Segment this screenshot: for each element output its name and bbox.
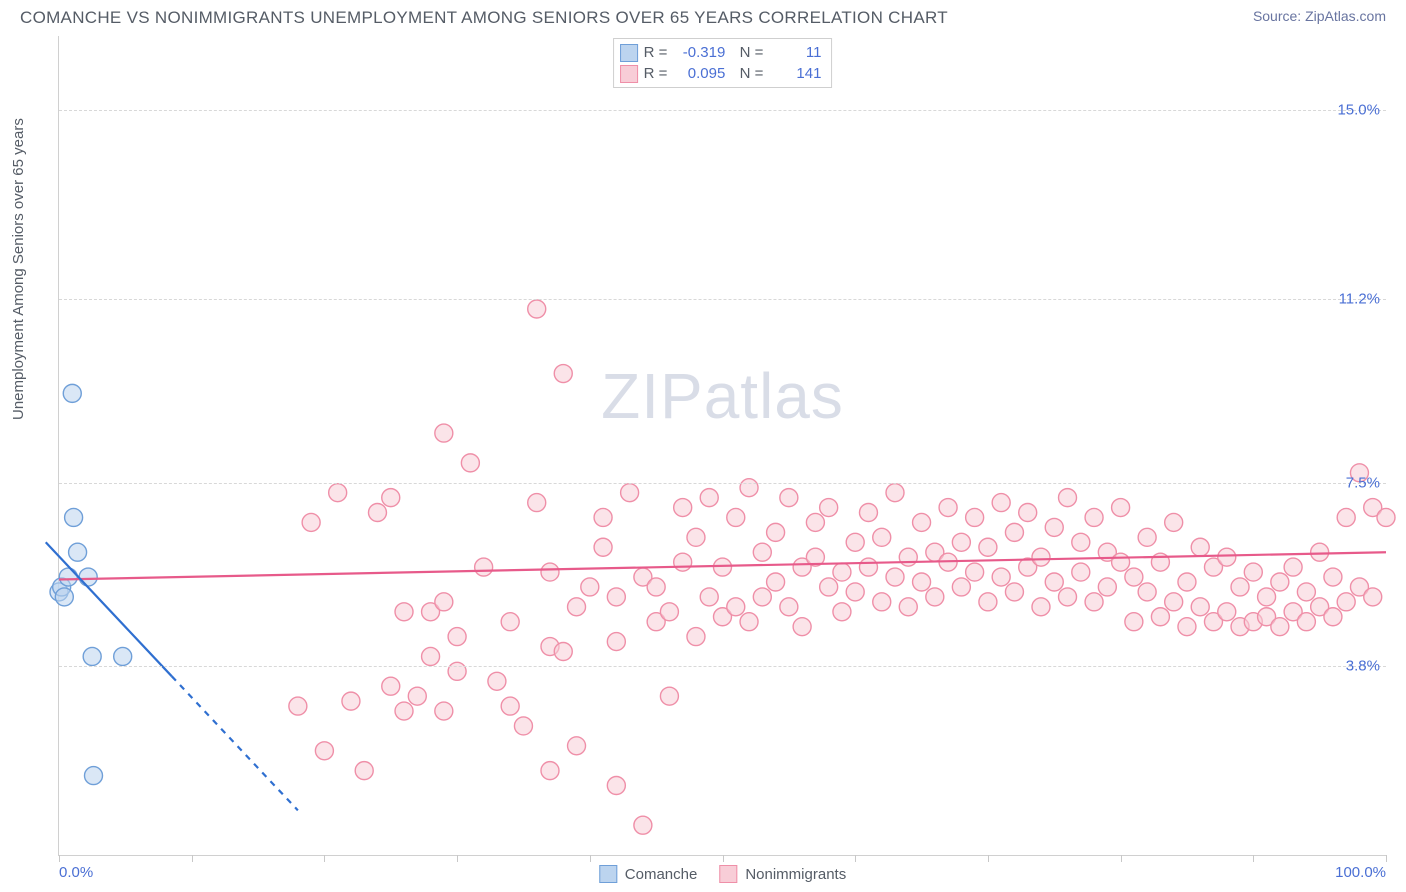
x-tick: [1253, 855, 1254, 862]
x-tick: [192, 855, 193, 862]
legend: Comanche Nonimmigrants: [599, 865, 846, 883]
x-axis-min-label: 0.0%: [59, 864, 93, 881]
x-tick: [1386, 855, 1387, 862]
stats-row-comanche: R = -0.319 N = 11: [620, 42, 822, 63]
y-tick-label: 15.0%: [1337, 102, 1380, 119]
r-label: R =: [644, 42, 668, 63]
y-tick-label: 3.8%: [1346, 658, 1380, 675]
legend-item-nonimmigrants: Nonimmigrants: [719, 865, 846, 883]
comanche-r-value: -0.319: [673, 42, 725, 63]
comanche-swatch-icon: [599, 865, 617, 883]
n-label: N =: [731, 42, 763, 63]
legend-item-comanche: Comanche: [599, 865, 698, 883]
x-tick: [855, 855, 856, 862]
y-tick-label: 7.5%: [1346, 474, 1380, 491]
nonimmigrants-r-value: 0.095: [673, 63, 725, 84]
gridline-h: [59, 110, 1386, 111]
y-tick-label: 11.2%: [1339, 291, 1380, 308]
gridline-h: [59, 666, 1386, 667]
comanche-n-value: 11: [769, 42, 821, 63]
y-axis-label: Unemployment Among Seniors over 65 years: [10, 118, 27, 420]
x-tick: [723, 855, 724, 862]
legend-label-comanche: Comanche: [625, 866, 698, 883]
gridline-h: [59, 299, 1386, 300]
x-tick: [59, 855, 60, 862]
r-label: R =: [644, 63, 668, 84]
chart-title: COMANCHE VS NONIMMIGRANTS UNEMPLOYMENT A…: [20, 8, 948, 28]
x-tick: [988, 855, 989, 862]
x-axis-max-label: 100.0%: [1335, 864, 1386, 881]
correlation-stats-box: R = -0.319 N = 11 R = 0.095 N = 141: [613, 38, 833, 88]
x-tick: [324, 855, 325, 862]
nonimmigrants-n-value: 141: [769, 63, 821, 84]
nonimmigrants-swatch-icon: [620, 65, 638, 83]
x-tick: [1121, 855, 1122, 862]
comanche-swatch-icon: [620, 44, 638, 62]
scatter-plot-svg: [59, 36, 1386, 855]
legend-label-nonimmigrants: Nonimmigrants: [745, 866, 846, 883]
x-tick: [457, 855, 458, 862]
stats-row-nonimmigrants: R = 0.095 N = 141: [620, 63, 822, 84]
source-attribution: Source: ZipAtlas.com: [1253, 8, 1386, 24]
gridline-h: [59, 483, 1386, 484]
nonimmigrants-swatch-icon: [719, 865, 737, 883]
x-tick: [590, 855, 591, 862]
n-label: N =: [731, 63, 763, 84]
chart-plot-area: R = -0.319 N = 11 R = 0.095 N = 141 ZIPa…: [58, 36, 1386, 856]
